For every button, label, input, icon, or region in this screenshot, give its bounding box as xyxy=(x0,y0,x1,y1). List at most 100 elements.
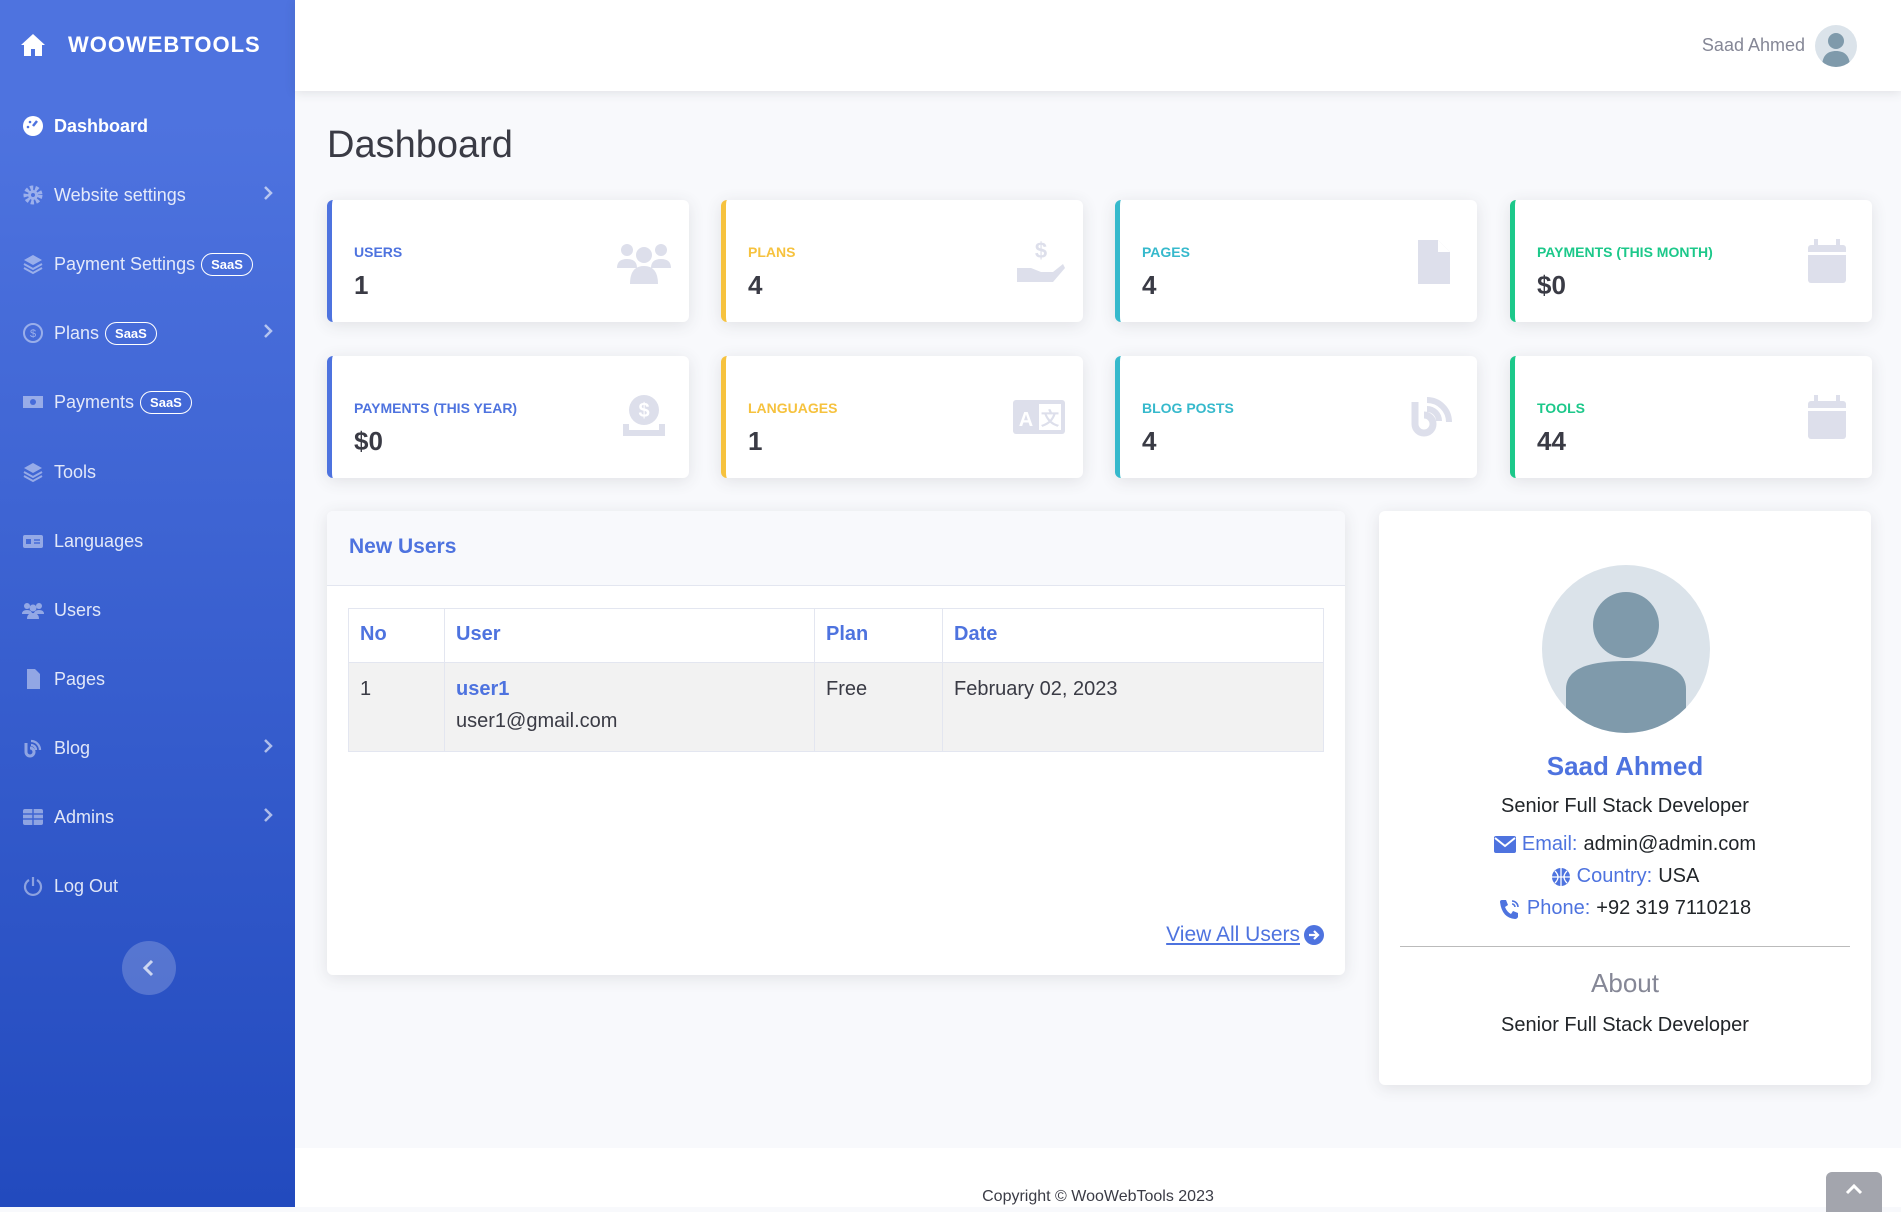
gear-icon xyxy=(22,184,44,206)
sidebar-item-label: Payments xyxy=(54,391,135,412)
cell-no: 1 xyxy=(348,662,445,752)
sidebar-toggle-button[interactable] xyxy=(122,941,176,995)
topbar-user-name[interactable]: Saad Ahmed xyxy=(1701,35,1805,55)
file-icon xyxy=(22,668,44,690)
profile-country: Country: USA xyxy=(1379,865,1871,888)
about-text: Senior Full Stack Developer xyxy=(1501,1014,1749,1036)
stat-value: 1 xyxy=(354,270,369,300)
sidebar-item-payment-settings[interactable]: Payment Settings SaaS xyxy=(22,244,274,284)
sidebar-item-label: Pages xyxy=(54,668,106,689)
chevron-right-icon xyxy=(262,183,274,208)
arrow-circle-right-icon xyxy=(1304,925,1324,945)
sidebar-item-tools[interactable]: Tools xyxy=(22,452,274,492)
sidebar-item-label: Users xyxy=(54,599,102,620)
file-icon xyxy=(1418,240,1450,284)
users-icon xyxy=(617,244,671,284)
sidebar-item-label: Tools xyxy=(54,461,97,482)
column-header-user: User xyxy=(444,608,815,663)
topbar: Saad Ahmed xyxy=(295,0,1901,91)
blog-icon xyxy=(22,737,44,759)
sidebar: WOOWEBTOOLS Dashboard Website settings Pay… xyxy=(0,0,295,1207)
stat-value: 44 xyxy=(1537,426,1566,456)
saas-badge: SaaS xyxy=(105,321,157,345)
view-all-users-link[interactable]: View All Users xyxy=(1166,923,1324,947)
brand-name: WOOWEBTOOLS xyxy=(68,32,261,57)
globe-icon xyxy=(1551,867,1570,886)
sidebar-item-languages[interactable]: Languages xyxy=(22,521,274,561)
stat-label: Users xyxy=(354,244,403,260)
sidebar-item-plans[interactable]: $ Plans SaaS xyxy=(22,313,274,353)
svg-text:文: 文 xyxy=(1041,408,1060,429)
dashboard-icon xyxy=(22,115,44,137)
stat-card-languages: Languages 1 A 文 xyxy=(721,356,1083,478)
profile-card: Saad Ahmed Senior Full Stack Developer E… xyxy=(1379,511,1871,1085)
brand-link[interactable]: WOOWEBTOOLS xyxy=(20,28,261,62)
footer: Copyright © WooWebTools 2023 xyxy=(295,1148,1901,1212)
avatar[interactable] xyxy=(1815,25,1857,67)
user-email: user1@gmail.com xyxy=(456,710,618,732)
profile-phone: Phone: +92 319 7110218 xyxy=(1379,897,1871,920)
sidebar-item-users[interactable]: Users xyxy=(22,590,274,630)
envelope-icon xyxy=(1493,836,1516,853)
profile-name: Saad Ahmed xyxy=(1546,751,1704,781)
about-title: About xyxy=(1591,968,1659,998)
coin-icon: $ xyxy=(623,395,665,436)
stat-value: 4 xyxy=(1142,426,1157,456)
stat-label: Payments (This Month) xyxy=(1537,244,1713,260)
calendar-icon xyxy=(1808,239,1846,283)
country-label: Country: xyxy=(1576,865,1653,887)
email-label: Email: xyxy=(1521,833,1578,855)
profile-role: Senior Full Stack Developer xyxy=(1501,795,1749,817)
copyright: Copyright © WooWebTools 2023 xyxy=(982,1188,1214,1205)
stat-card-plans: Plans 4 $ xyxy=(721,200,1083,322)
new-users-table: No User Plan Date 1 user1 user1@gmail.com… xyxy=(348,608,1324,752)
chevron-right-icon xyxy=(262,321,274,346)
phone-value: +92 319 7110218 xyxy=(1596,897,1752,919)
stat-label: Tools xyxy=(1537,400,1585,416)
sidebar-item-pages[interactable]: Pages xyxy=(22,659,274,699)
new-users-panel: New Users No User Plan Date 1 user1 user1… xyxy=(327,511,1345,975)
profile-email: Email: admin@admin.com xyxy=(1379,833,1871,856)
stat-card-blog-posts: Blog Posts 4 xyxy=(1115,356,1477,478)
column-header-plan: Plan xyxy=(814,608,943,663)
sidebar-item-log-out[interactable]: Log Out xyxy=(22,866,274,906)
user-link[interactable]: user1 xyxy=(456,678,510,700)
layers-icon xyxy=(22,253,44,275)
table-icon xyxy=(22,806,44,828)
id-card-icon xyxy=(22,530,44,552)
saas-badge: SaaS xyxy=(201,252,253,276)
hand-dollar-icon: $ xyxy=(1017,238,1065,282)
sidebar-item-website-settings[interactable]: Website settings xyxy=(22,175,274,215)
sidebar-item-dashboard[interactable]: Dashboard xyxy=(22,106,274,146)
sidebar-item-label: Blog xyxy=(54,737,91,758)
stat-value: $0 xyxy=(1537,270,1566,300)
money-bill-icon xyxy=(22,391,44,413)
phone-icon xyxy=(1499,899,1519,919)
users-icon xyxy=(22,599,44,621)
sidebar-item-payments[interactable]: Payments SaaS xyxy=(22,382,274,422)
chevron-left-icon xyxy=(142,959,154,977)
country-value: USA xyxy=(1658,865,1700,887)
stat-label: Blog Posts xyxy=(1142,400,1234,416)
stat-label: Payments (This Year) xyxy=(354,400,518,416)
stat-card-payments-this-year: Payments (This Year) $0 $ xyxy=(327,356,689,478)
cell-user: user1 user1@gmail.com xyxy=(444,662,815,752)
calendar-icon xyxy=(1808,395,1846,439)
sidebar-item-label: Plans xyxy=(54,322,100,343)
new-users-title: New Users xyxy=(327,511,1345,586)
svg-text:$: $ xyxy=(30,328,36,340)
view-all-users-label: View All Users xyxy=(1166,923,1300,946)
stat-value: 4 xyxy=(748,270,763,300)
email-value: admin@admin.com xyxy=(1583,833,1757,855)
scroll-to-top-button[interactable] xyxy=(1826,1172,1882,1212)
cell-date: February 02, 2023 xyxy=(942,662,1324,752)
table-row: 1 user1 user1@gmail.com Free February 02,… xyxy=(348,662,1324,752)
sidebar-item-blog[interactable]: Blog xyxy=(22,728,274,768)
column-header-date: Date xyxy=(942,608,1324,663)
saas-badge: SaaS xyxy=(140,390,192,414)
sidebar-item-admins[interactable]: Admins xyxy=(22,797,274,837)
svg-text:$: $ xyxy=(638,400,649,422)
layers-icon xyxy=(22,461,44,483)
sidebar-item-label: Languages xyxy=(54,530,144,551)
